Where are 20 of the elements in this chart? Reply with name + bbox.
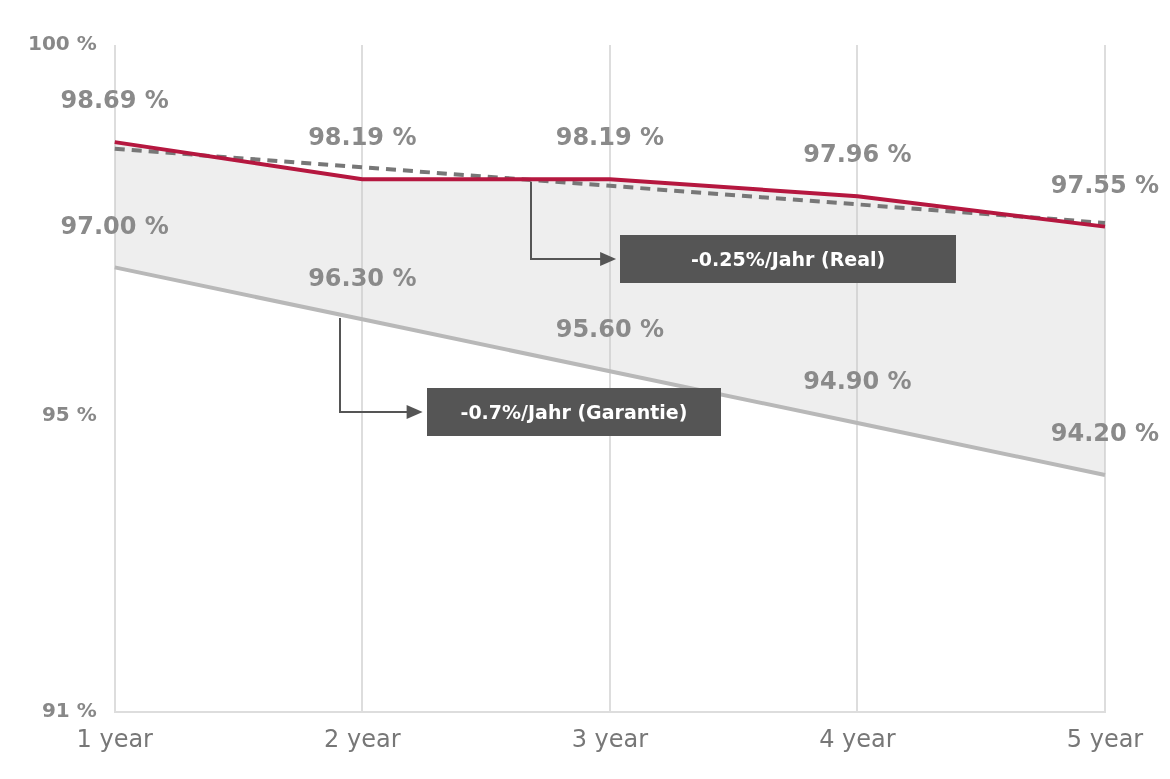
data-label: 97.96 % [803,140,912,169]
data-label: 94.90 % [803,367,912,396]
data-label: 98.19 % [555,123,665,152]
x-tick-label: 3 year [571,724,649,753]
x-tick-label: 2 year [324,724,401,753]
data-label: 96.30 % [308,263,417,292]
data-label: 97.55 % [1050,170,1160,199]
x-tick-label: 4 year [819,724,896,753]
data-label: 94.20 % [1050,419,1160,448]
data-label: 98.19 % [308,123,417,152]
x-tick-label: 1 year [76,724,154,753]
callout-box: -0.7%/Jahr (Garantie) [426,387,722,436]
y-tick-label: 95 % [41,401,97,426]
data-label: 95.60 % [555,315,665,344]
data-label: 97.00 % [60,211,169,240]
y-tick-label: 91 % [41,698,97,723]
x-tick-label: 5 year [1066,724,1144,753]
data-label: 98.69 % [60,86,169,115]
callout-box: -0.25%/Jahr (Real) [619,235,957,284]
y-tick-label: 100 % [28,31,97,56]
